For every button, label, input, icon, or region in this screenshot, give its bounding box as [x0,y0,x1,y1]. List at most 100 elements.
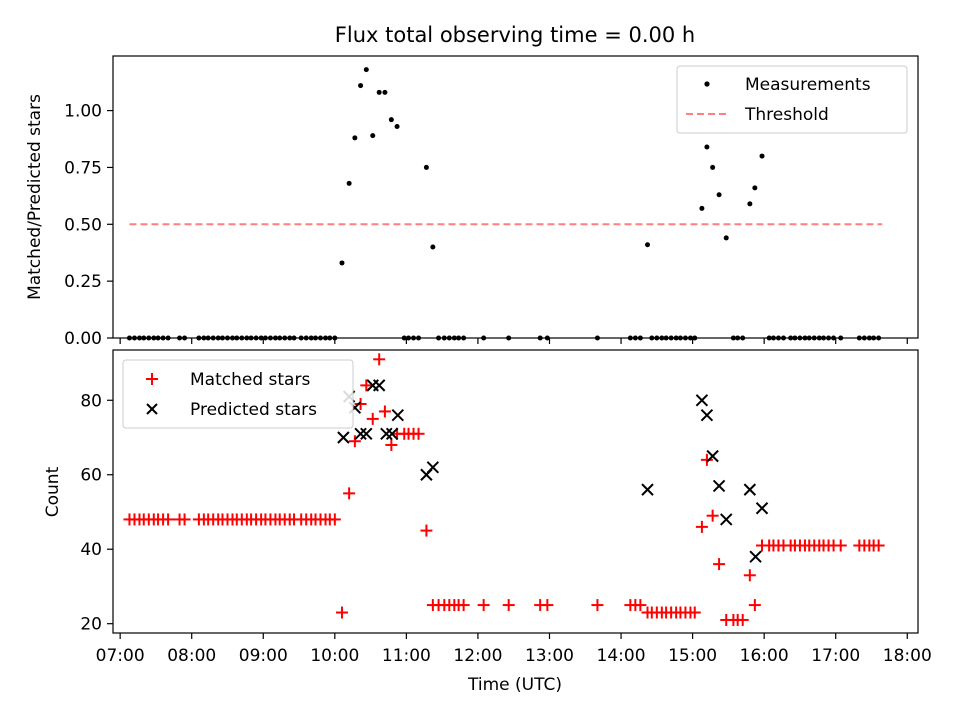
matched-star-point [178,513,191,526]
measurement-point [649,335,655,341]
measurement-point [196,335,202,341]
measurement-point [759,153,765,159]
measurement-point [632,335,638,341]
measurement-point [318,335,324,341]
matched-star-point [736,613,749,626]
predicted-star-point [706,449,719,463]
matched-star-point [743,569,756,582]
y-tick-label: 0.75 [64,158,102,178]
matched-star-point [634,599,647,612]
predicted-star-point [385,427,399,440]
y-tick-label: 20 [80,615,102,635]
measurement-point [544,335,550,341]
measurement-point [663,335,669,341]
measurement-point [637,335,643,341]
matched-star-point [706,509,719,522]
bottom-panel-frame [112,349,919,634]
matched-star-point [695,520,708,533]
legend-label-predicted: Predicted stars [190,400,317,420]
measurement-point [826,335,832,341]
matched-star-point [343,487,356,500]
predicted-star-point [712,479,726,493]
measurement-point [370,133,376,139]
measurement-point [723,235,729,241]
bottom-panel: 20 40 60 80 07:00 08:00 09:00 10:00 11:00 12:00 1… [43,349,932,666]
measurement-point [182,335,188,341]
predicted-stars-series [337,379,769,563]
measurement-point [788,335,794,341]
measurement-point [244,335,250,341]
measurement-point [272,335,278,341]
measurement-point [253,335,259,341]
matched-star-point [354,397,367,410]
matched-star-point [477,599,490,612]
measurement-point [234,335,240,341]
measurement-point [659,335,665,341]
measurement-point [423,164,429,170]
measurement-point [126,335,132,341]
measurement-point [282,335,288,341]
y-tick-label: 1.00 [64,102,102,122]
measurement-point [291,335,297,341]
chart-title: Flux total observing time = 0.00 h [335,23,695,47]
measurement-point [770,335,776,341]
measurement-point [687,335,693,341]
measurement-point [160,335,166,341]
measurement-point [363,67,369,73]
measurement-point [323,335,329,341]
predicted-star-point [380,427,393,440]
measurement-point [267,335,273,341]
matched-star-point [713,558,726,571]
x-tick-label: 15:00 [668,646,717,666]
bottom-legend-box [122,359,354,429]
measurement-point [136,335,142,341]
measurement-point [838,335,844,341]
matched-star-point [688,606,701,619]
measurement-point [654,335,660,341]
measurement-point [716,192,722,198]
y-tick-label: 0.25 [64,272,102,292]
measurement-point [388,117,394,123]
matched-star-point [328,513,341,526]
measurement-point [699,205,705,211]
measurement-point [358,83,364,89]
bottom-panel-y-ticks: 20 40 60 80 [80,391,113,635]
measurement-point [382,89,388,95]
measurement-point [456,335,462,341]
measurements-series [126,67,882,341]
measurement-point [205,335,211,341]
matched-star-point [378,405,391,418]
measurement-point [224,335,230,341]
matched-star-point [360,379,373,392]
measurement-point [740,335,746,341]
legend-label-measurements: Measurements [745,75,871,95]
predicted-star-point [720,513,733,526]
measurement-point [346,180,352,186]
x-tick-label: 16:00 [740,646,789,666]
measurement-point [352,135,358,141]
matched-star-point [373,353,386,366]
measurement-point [327,335,333,341]
x-tick-label: 08:00 [167,646,216,666]
legend-label-threshold: Threshold [744,105,829,125]
measurement-point [876,335,882,341]
measurement-point [668,335,674,341]
measurement-point [710,164,716,170]
predicted-star-point [641,483,654,496]
measurement-point [780,335,786,341]
y-tick-label: 80 [80,391,102,411]
matched-star-point [162,513,175,526]
measurement-point [802,335,808,341]
legend-marker-predicted [146,403,158,415]
measurement-point [871,335,877,341]
matched-stars-series [123,353,885,626]
measurement-point [151,335,157,341]
top-panel-y-ticks: 0.00 0.25 0.50 0.75 1.00 [64,102,113,349]
measurement-point [831,335,837,341]
legend-marker-measurements [704,81,710,87]
measurement-point [394,124,400,129]
x-tick-label: 07:00 [96,646,145,666]
measurement-point [165,335,171,341]
bottom-panel-ylabel: Count [43,466,63,517]
legend-marker-matched [146,373,158,385]
